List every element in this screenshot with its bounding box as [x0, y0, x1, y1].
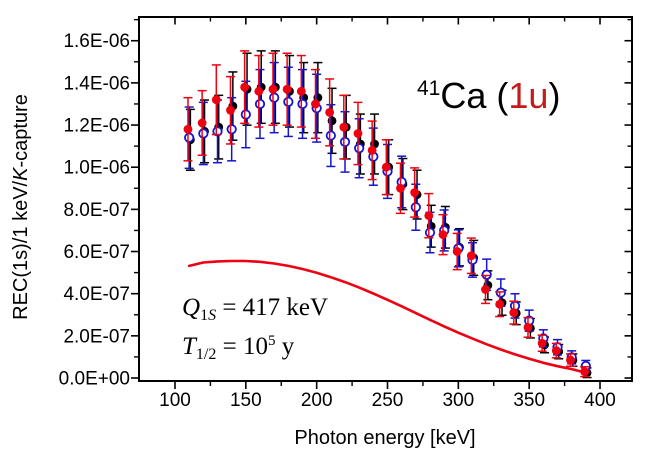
- data-point: [353, 129, 363, 138]
- q-value-annotation: Q1S = 417 keV: [182, 294, 329, 324]
- x-tick-label: 200: [301, 390, 333, 411]
- isotope-title: 41Ca (1u): [417, 63, 560, 122]
- data-point-open: [198, 128, 209, 139]
- x-tick-label: 350: [513, 390, 545, 411]
- data-point: [226, 105, 235, 115]
- data-point-open: [254, 98, 266, 110]
- data-point: [211, 95, 221, 105]
- data-point: [452, 247, 462, 256]
- y-tick-label: 1.6E-06: [63, 31, 130, 52]
- x-tick-label: 400: [584, 390, 616, 411]
- data-point-open: [240, 109, 251, 120]
- y-axis-title: REC(1s)/1 keV/K-capture: [7, 37, 35, 377]
- x-tick-label: 100: [159, 390, 191, 411]
- capture-mode-label: 1u: [508, 75, 549, 116]
- data-point: [537, 338, 547, 348]
- data-point: [396, 183, 405, 193]
- t-equals-text: = 10: [216, 333, 268, 360]
- data-point-open: [226, 124, 237, 135]
- data-point-open: [269, 92, 280, 103]
- y-tick-label: 1.4E-06: [63, 73, 130, 94]
- data-point: [381, 162, 391, 172]
- data-point: [339, 122, 349, 132]
- plot-border: [138, 16, 633, 382]
- y-tick-label: 8.0E-07: [63, 200, 130, 221]
- q-subscript-num: 1: [200, 307, 209, 324]
- data-point: [495, 299, 505, 309]
- data-point-open: [297, 98, 308, 110]
- y-tick-label: 0.0E+00: [59, 369, 130, 390]
- halflife-annotation: T1/2 = 105 y: [182, 333, 295, 363]
- x-axis-title: Photon energy [keV]: [294, 427, 476, 449]
- data-point: [183, 124, 193, 134]
- data-point: [410, 188, 420, 197]
- data-point: [282, 84, 292, 94]
- data-point: [566, 355, 575, 365]
- data-point: [481, 285, 490, 294]
- data-point: [551, 346, 561, 355]
- data-point-open: [424, 227, 436, 238]
- data-point-open: [354, 143, 365, 154]
- t-unit: y: [275, 333, 295, 360]
- element-symbol: Ca: [440, 75, 487, 116]
- data-point: [296, 86, 306, 96]
- paren-close: ): [548, 75, 561, 116]
- data-point: [523, 323, 533, 332]
- x-tick-label: 300: [442, 390, 474, 411]
- data-point: [197, 118, 207, 128]
- paren-open: (: [486, 75, 509, 116]
- data-point-open: [339, 136, 351, 148]
- y-tick-label: 1.0E-06: [63, 158, 130, 179]
- t-exponent: 5: [267, 333, 276, 349]
- data-point: [254, 86, 264, 96]
- t-subscript: 1/2: [195, 346, 217, 363]
- data-point: [438, 230, 448, 240]
- y-axis-title-post: -capture: [10, 94, 32, 168]
- data-point: [424, 211, 434, 221]
- data-point-open: [184, 132, 195, 143]
- data-point: [367, 145, 377, 155]
- isotope-mass-number: 41: [417, 77, 441, 100]
- x-tick-label: 250: [372, 390, 404, 411]
- y-tick-label: 4.0E-07: [63, 284, 130, 305]
- data-point-open: [212, 126, 223, 137]
- t-symbol: T: [182, 333, 196, 360]
- q-value-text: = 417 keV: [216, 294, 329, 321]
- y-axis-title-pre: REC(1s)/1 keV/: [10, 180, 32, 320]
- y-tick-label: 1.2E-06: [63, 116, 130, 137]
- x-tick-label: 150: [230, 390, 262, 411]
- theory-curve: [187, 259, 588, 374]
- y-axis-title-k: K: [10, 167, 32, 181]
- data-point-open: [481, 269, 492, 280]
- q-subscript-letter: S: [208, 307, 217, 324]
- data-point-open: [283, 96, 294, 107]
- data-point-open: [410, 202, 421, 213]
- data-point: [580, 367, 590, 377]
- data-point: [325, 107, 335, 117]
- q-symbol: Q: [182, 294, 201, 321]
- data-point-open: [325, 130, 336, 141]
- y-tick-label: 2.0E-07: [63, 326, 130, 347]
- data-point: [466, 251, 476, 261]
- data-point: [311, 99, 320, 109]
- y-tick-label: 6.0E-07: [63, 242, 130, 263]
- series-red-filled-circles: [183, 50, 590, 378]
- data-point: [509, 308, 519, 318]
- data-point: [268, 84, 278, 94]
- data-point: [240, 82, 250, 92]
